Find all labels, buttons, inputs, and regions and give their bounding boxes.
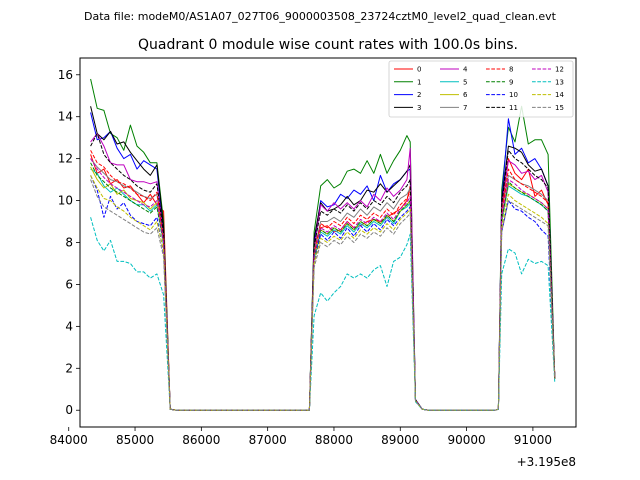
legend-label-7: 7: [463, 104, 467, 112]
legend-label-3: 3: [417, 104, 421, 112]
series-layer: [90, 78, 556, 411]
series-line-8: [90, 150, 556, 411]
y-tick-label: 12: [58, 152, 73, 166]
y-tick-label: 10: [58, 194, 73, 208]
x-tick-label: 86000: [182, 433, 220, 447]
x-tick-label: 85000: [116, 433, 154, 447]
x-tick-label: 87000: [249, 433, 287, 447]
legend-label-12: 12: [555, 66, 564, 74]
x-tick-label: 89000: [381, 433, 419, 447]
legend-label-2: 2: [417, 91, 421, 99]
y-tick-label: 0: [65, 403, 73, 417]
legend-label-9: 9: [509, 78, 513, 86]
series-line-6: [90, 166, 556, 411]
series-line-11: [90, 133, 556, 411]
plot-area: 84000 85000 86000 87000 88000 89000 90000 91000…: [50, 57, 577, 469]
legend-label-0: 0: [417, 66, 421, 74]
legend-label-13: 13: [555, 78, 564, 86]
series-line-12: [90, 158, 556, 411]
x-tick-label: 84000: [50, 433, 88, 447]
chart-title: Quadrant 0 module wise count rates with …: [138, 37, 518, 53]
y-tick-label: 16: [58, 68, 73, 82]
legend-frame: [388, 60, 574, 118]
series-line-4: [90, 133, 556, 411]
legend-label-6: 6: [463, 91, 468, 99]
legend-label-10: 10: [509, 91, 518, 99]
y-tick-label: 8: [65, 236, 73, 250]
x-axis: 84000 85000 86000 87000 88000 89000 90000 91000: [50, 427, 552, 447]
legend-label-15: 15: [555, 104, 564, 112]
legend-label-1: 1: [417, 78, 421, 86]
legend-label-5: 5: [463, 78, 467, 86]
y-tick-label: 2: [65, 361, 73, 375]
y-tick-label: 4: [65, 319, 73, 333]
legend-label-11: 11: [509, 104, 518, 112]
legend-label-8: 8: [509, 66, 513, 74]
x-tick-label: 88000: [315, 433, 353, 447]
series-line-13: [90, 217, 556, 411]
y-tick-label: 6: [65, 277, 73, 291]
legend-label-4: 4: [463, 66, 468, 74]
legend-label-14: 14: [555, 91, 564, 99]
figure-suptitle: Data file: modeM0/AS1A07_027T06_90000035…: [84, 10, 557, 23]
y-tick-label: 14: [58, 110, 73, 124]
x-offset-label: +3.195e8: [517, 455, 576, 469]
series-line-7: [90, 158, 556, 411]
x-tick-label: 91000: [514, 433, 552, 447]
y-axis: 0 2 4 6 8 10 12 14 16: [58, 68, 80, 417]
series-line-3: [90, 106, 556, 411]
series-line-14: [90, 175, 556, 411]
x-tick-label: 90000: [447, 433, 485, 447]
series-line-15: [90, 179, 556, 411]
